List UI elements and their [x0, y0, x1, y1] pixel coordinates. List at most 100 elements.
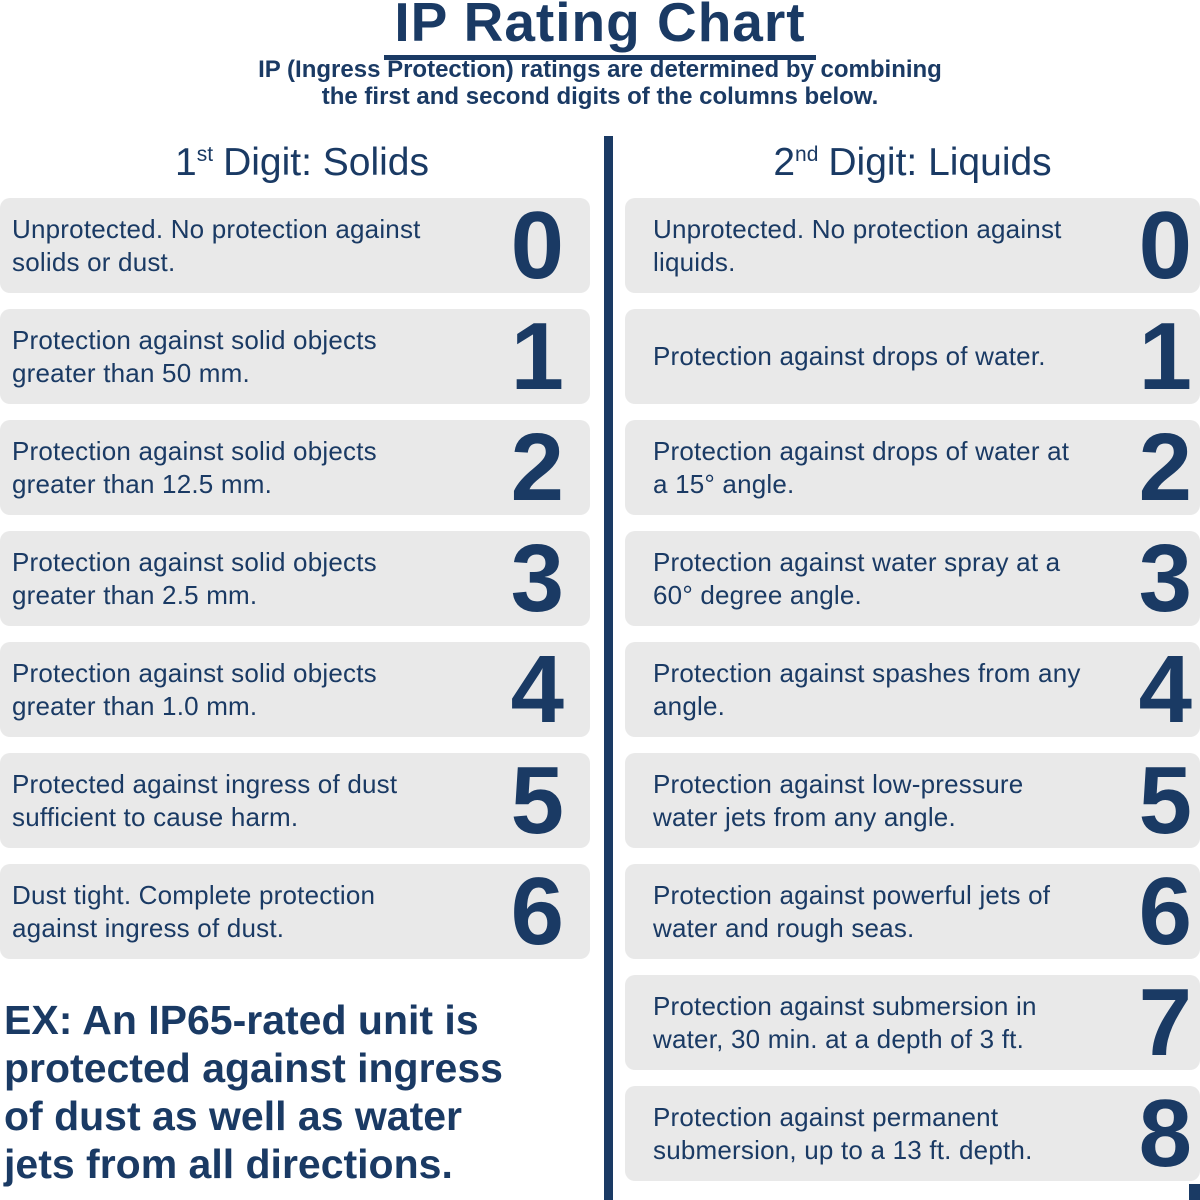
- liquids-row-2: Protection against drops of water at a 1…: [625, 413, 1200, 521]
- heading-label: Digit: Liquids: [828, 141, 1052, 184]
- description-line: 60° degree angle.: [653, 579, 862, 610]
- rating-description: Protection against solid objects greater…: [12, 546, 377, 612]
- rating-digit: 1: [510, 302, 564, 410]
- rating-description: Protection against drops of water at a 1…: [653, 435, 1069, 501]
- solids-row-6: Dust tight. Complete protection against …: [0, 857, 590, 965]
- rating-description: Protected against ingress of dust suffic…: [12, 768, 397, 834]
- example-line: jets from all directions.: [4, 1141, 453, 1187]
- page-subtitle: IP (Ingress Protection) ratings are dete…: [0, 56, 1200, 110]
- description-line: Protection against solid objects: [12, 324, 377, 355]
- description-line: sufficient to cause harm.: [12, 801, 299, 832]
- heading-ordinal: nd: [795, 143, 819, 166]
- rating-description: Dust tight. Complete protection against …: [12, 879, 375, 945]
- liquids-column: Unprotected. No protection against liqui…: [625, 191, 1200, 1187]
- description-line: solids or dust.: [12, 246, 176, 277]
- rating-description: Protection against permanent submersion,…: [653, 1101, 1033, 1167]
- description-line: Protection against low-pressure: [653, 768, 1024, 799]
- rating-description: Protection against water spray at a 60° …: [653, 546, 1060, 612]
- description-line: Protection against submersion in: [653, 990, 1037, 1021]
- liquids-column-heading: 2nd Digit: Liquids: [625, 128, 1200, 190]
- description-line: Dust tight. Complete protection: [12, 879, 376, 910]
- rating-digit: 6: [1138, 857, 1192, 965]
- solids-column-heading: 1st Digit: Solids: [0, 128, 604, 190]
- rating-digit: 2: [510, 413, 564, 521]
- rating-digit: 5: [510, 746, 564, 854]
- rating-digit: 0: [510, 191, 564, 299]
- description-line: Protection against drops of water at: [653, 435, 1070, 466]
- rating-digit: 3: [510, 524, 564, 632]
- rating-description: Protection against spashes from any angl…: [653, 657, 1081, 723]
- page-title: IP Rating Chart: [384, 0, 816, 60]
- liquids-row-3: Protection against water spray at a 60° …: [625, 524, 1200, 632]
- rating-digit: 1: [1138, 302, 1192, 410]
- rating-description: Unprotected. No protection against liqui…: [653, 213, 1062, 279]
- description-line: submersion, up to a 13 ft. depth.: [653, 1134, 1033, 1165]
- rating-digit: 4: [510, 635, 564, 743]
- heading-label: Digit: Solids: [223, 141, 429, 184]
- description-line: against ingress of dust.: [12, 912, 285, 943]
- solids-row-0: Unprotected. No protection against solid…: [0, 191, 590, 299]
- rating-digit: 3: [1138, 524, 1192, 632]
- description-line: Protection against solid objects: [12, 657, 377, 688]
- rating-description: Unprotected. No protection against solid…: [12, 213, 421, 279]
- description-line: Unprotected. No protection against: [12, 213, 421, 244]
- rating-description: Protection against solid objects greater…: [12, 324, 377, 390]
- example-line: protected against ingress: [4, 1045, 503, 1091]
- description-line: Protection against drops of water.: [653, 341, 1046, 371]
- heading-number: 1: [175, 141, 197, 184]
- solids-row-4: Protection against solid objects greater…: [0, 635, 590, 743]
- title-wrap: IP Rating Chart: [0, 0, 1200, 60]
- description-line: Unprotected. No protection against: [653, 213, 1062, 244]
- heading-ordinal: st: [196, 143, 214, 166]
- rating-description: Protection against solid objects greater…: [12, 435, 377, 501]
- subtitle-line: the first and second digits of the colum…: [321, 83, 879, 110]
- description-line: water jets from any angle.: [653, 801, 956, 832]
- column-divider: [604, 136, 613, 1200]
- description-line: Protection against permanent: [653, 1101, 999, 1132]
- description-line: Protection against water spray at a: [653, 546, 1061, 577]
- liquids-row-5: Protection against low-pressure water je…: [625, 746, 1200, 854]
- subtitle-line: IP (Ingress Protection) ratings are dete…: [258, 56, 942, 83]
- liquids-row-1: Protection against drops of water. 1: [625, 302, 1200, 410]
- description-line: greater than 12.5 mm.: [12, 468, 272, 499]
- description-line: greater than 1.0 mm.: [12, 690, 258, 721]
- rating-description: Protection against powerful jets of wate…: [653, 879, 1050, 945]
- rating-digit: 5: [1138, 746, 1192, 854]
- description-line: liquids.: [653, 246, 736, 277]
- solids-row-3: Protection against solid objects greater…: [0, 524, 590, 632]
- description-line: greater than 50 mm.: [12, 357, 250, 388]
- rating-description: Protection against solid objects greater…: [12, 657, 377, 723]
- description-line: a 15° angle.: [653, 468, 795, 499]
- liquids-row-8: Protection against permanent submersion,…: [625, 1079, 1200, 1187]
- solids-row-1: Protection against solid objects greater…: [0, 302, 590, 410]
- rating-description: Protection against drops of water.: [653, 340, 1046, 373]
- rating-description: Protection against submersion in water, …: [653, 990, 1037, 1056]
- solids-column: Unprotected. No protection against solid…: [0, 191, 590, 965]
- liquids-row-4: Protection against spashes from any angl…: [625, 641, 1200, 737]
- rating-digit: 2: [1138, 413, 1192, 521]
- rating-digit: 8: [1138, 1079, 1192, 1187]
- description-line: angle.: [653, 690, 726, 721]
- example-line: EX: An IP65-rated unit is: [4, 997, 479, 1043]
- liquids-row-7: Protection against submersion in water, …: [625, 968, 1200, 1076]
- example-line: of dust as well as water: [4, 1093, 462, 1139]
- description-line: Protection against powerful jets of: [653, 879, 1051, 910]
- heading-number: 2: [773, 141, 796, 184]
- description-line: Protection against spashes from any: [653, 657, 1081, 688]
- description-line: Protection against solid objects: [12, 435, 377, 466]
- description-line: Protection against solid objects: [12, 546, 377, 577]
- rating-digit: 6: [510, 857, 564, 965]
- example-text: EX: An IP65-rated unit is protected agai…: [4, 996, 503, 1188]
- solids-row-5: Protected against ingress of dust suffic…: [0, 746, 590, 854]
- liquids-row-6: Protection against powerful jets of wate…: [625, 857, 1200, 965]
- rating-digit: 7: [1138, 968, 1192, 1076]
- solids-row-2: Protection against solid objects greater…: [0, 413, 590, 521]
- description-line: Protected against ingress of dust: [12, 768, 398, 799]
- description-line: greater than 2.5 mm.: [12, 579, 258, 610]
- description-line: water, 30 min. at a depth of 3 ft.: [653, 1023, 1025, 1054]
- liquids-row-0: Unprotected. No protection against liqui…: [625, 191, 1200, 299]
- bottom-right-mark: [1189, 1184, 1200, 1200]
- rating-description: Protection against low-pressure water je…: [653, 768, 1023, 834]
- rating-digit: 0: [1138, 191, 1192, 299]
